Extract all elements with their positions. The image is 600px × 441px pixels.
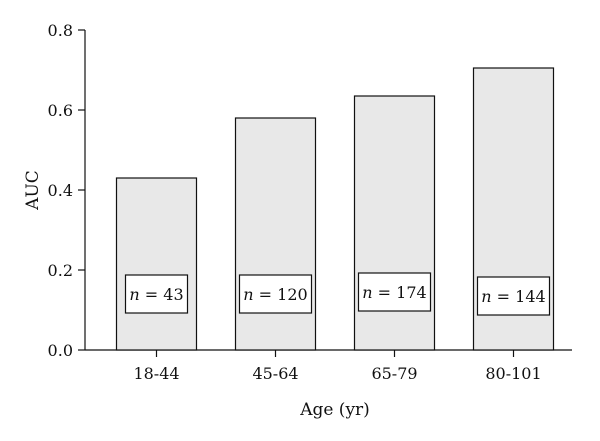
- sample-size-prefix: n: [129, 285, 139, 304]
- sample-size-prefix: n: [243, 285, 253, 304]
- sample-size-prefix: n: [481, 287, 491, 306]
- sample-size-box: [476, 276, 551, 316]
- sample-size-labels: n = 43 n = 120 n = 174 n = 144: [124, 272, 551, 316]
- y-axis-label: AUC: [23, 170, 43, 211]
- sample-size-box: [124, 274, 189, 314]
- y-axis: 0.0 0.2 0.4 0.6 0.8: [48, 21, 86, 360]
- sample-size-box: [238, 274, 313, 314]
- sample-size-label: n = 174: [362, 283, 426, 302]
- sample-size-value: = 43: [140, 285, 184, 304]
- sample-size-prefix: n: [362, 283, 372, 302]
- x-tick-label: 80-101: [485, 364, 541, 383]
- y-tick-label: 0.8: [48, 21, 73, 40]
- x-tick-label: 18-44: [133, 364, 179, 383]
- y-tick-label: 0.2: [48, 261, 73, 280]
- sample-size-value: = 120: [254, 285, 308, 304]
- bar-45-64: [234, 117, 317, 351]
- sample-size-value: = 144: [492, 287, 546, 306]
- sample-size-label: n = 144: [481, 287, 545, 306]
- bar-65-79: [353, 95, 436, 351]
- y-tick-label: 0.4: [48, 181, 73, 200]
- x-tick-label: 45-64: [252, 364, 298, 383]
- y-tick-label: 0.0: [48, 341, 73, 360]
- bar-18-44: [115, 177, 198, 351]
- y-tick-label: 0.6: [48, 101, 73, 120]
- sample-size-label: n = 120: [243, 285, 307, 304]
- x-tick-label: 65-79: [371, 364, 417, 383]
- x-axis: 18-44 45-64 65-79 80-101: [85, 349, 572, 383]
- sample-size-value: = 174: [373, 283, 427, 302]
- bars: [115, 67, 555, 351]
- sample-size-box: [357, 272, 432, 312]
- sample-size-label: n = 43: [129, 285, 183, 304]
- x-axis-label: Age (yr): [299, 400, 370, 420]
